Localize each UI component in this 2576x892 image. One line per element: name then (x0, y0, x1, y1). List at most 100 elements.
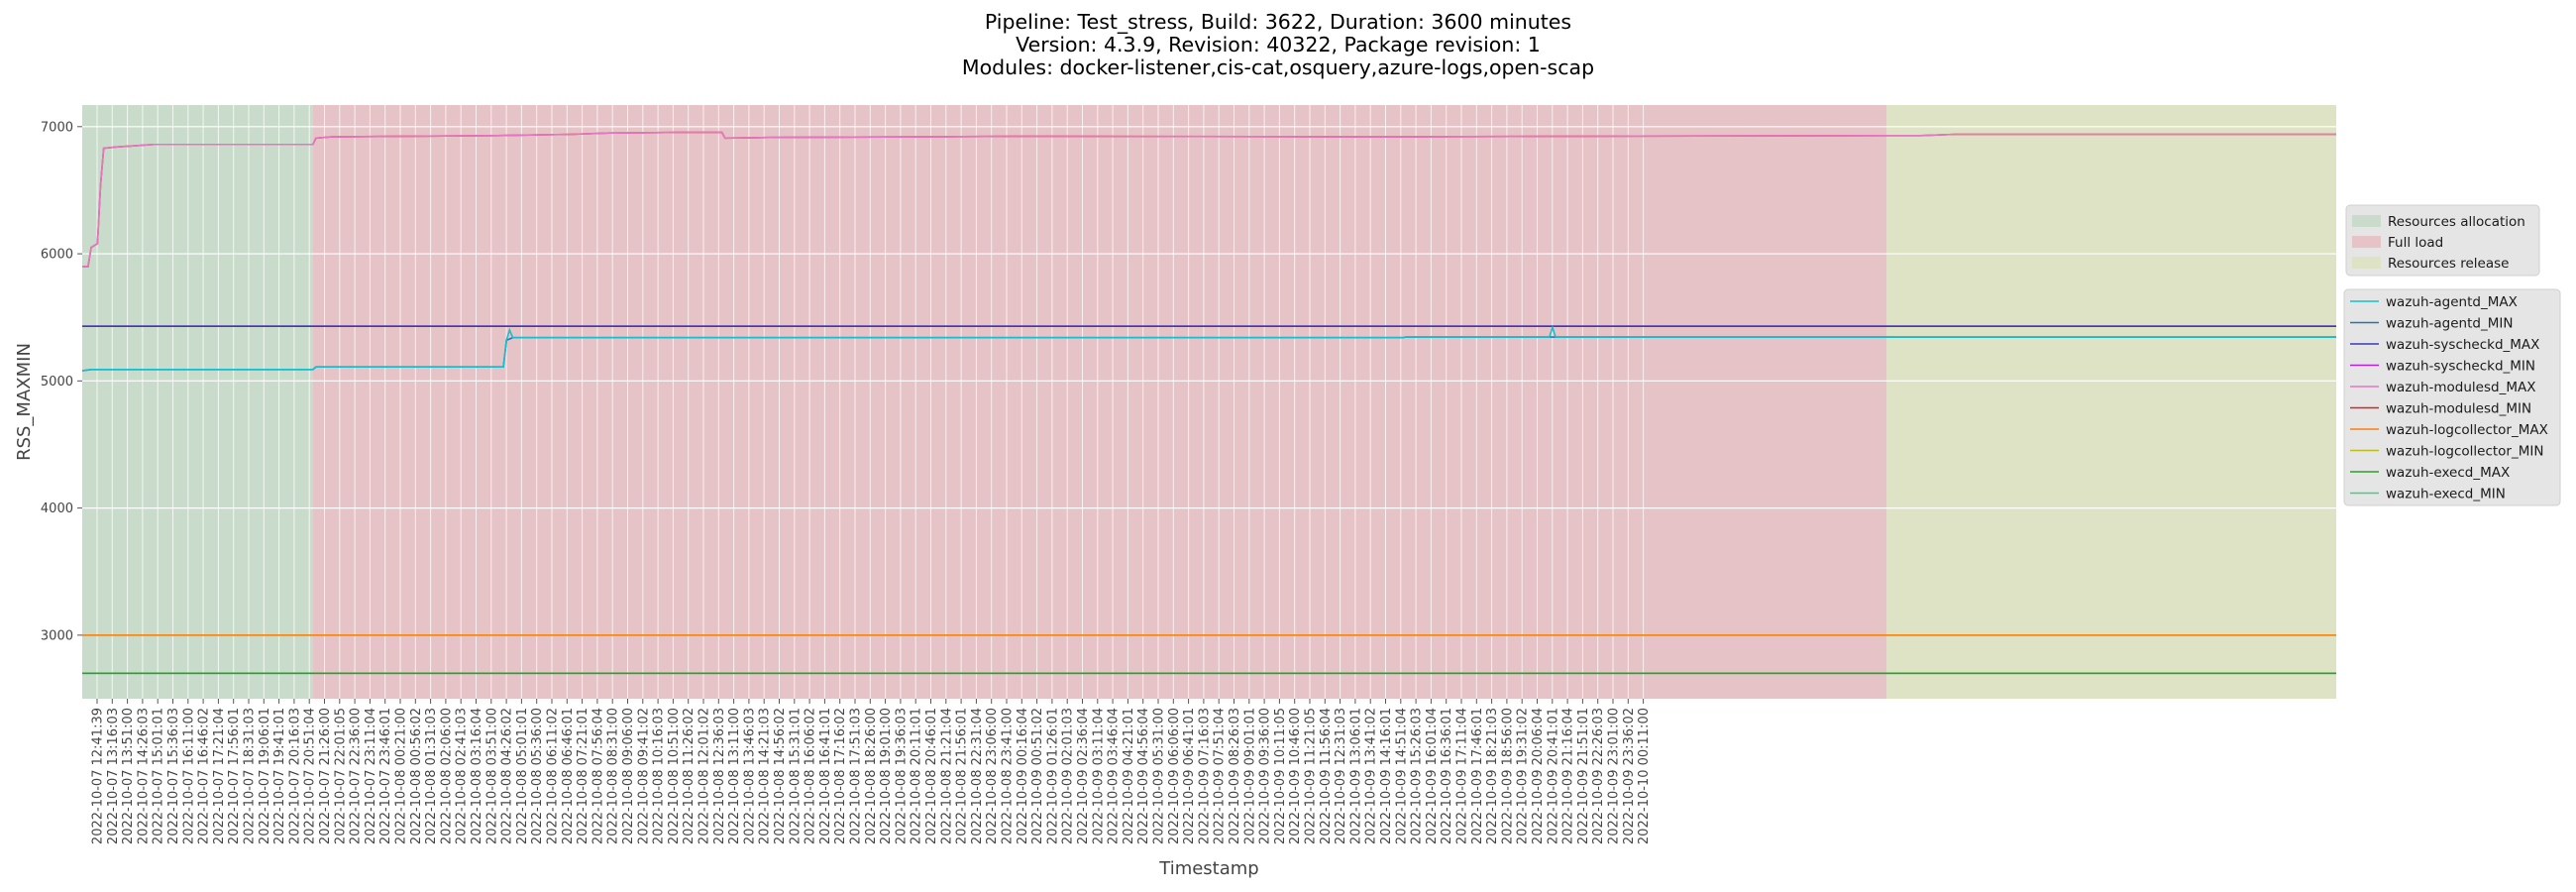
legend-series-box (2343, 288, 2561, 506)
x-tick-label: 2022-10-08 08:31:00 (606, 708, 621, 844)
legend-label: wazuh-logcollector_MIN (2386, 444, 2543, 460)
x-tick-label: 2022-10-08 03:51:00 (484, 708, 499, 844)
x-tick-label: 2022-10-07 19:06:01 (258, 708, 272, 844)
x-tick-label: 2022-10-08 21:21:04 (939, 708, 954, 844)
chart-title-line: Modules: docker-listener,cis-cat,osquery… (962, 56, 1594, 79)
x-tick-label: 2022-10-07 22:01:05 (333, 708, 348, 844)
x-tick-label: 2022-10-07 17:56:01 (227, 708, 242, 844)
x-tick-label: 2022-10-08 20:11:01 (910, 708, 924, 844)
x-tick-label: 2022-10-09 10:11:05 (1273, 708, 1288, 844)
x-tick-label: 2022-10-09 04:21:01 (1122, 708, 1136, 844)
legend-label: wazuh-modulesd_MIN (2386, 401, 2531, 417)
y-tick-label: 4000 (41, 502, 73, 516)
legend-label: wazuh-syscheckd_MIN (2386, 359, 2535, 375)
chart-title-line: Version: 4.3.9, Revision: 40322, Package… (1016, 33, 1541, 56)
x-tick-label: 2022-10-09 16:01:04 (1425, 708, 1440, 844)
x-tick-label: 2022-10-08 05:01:01 (515, 708, 530, 844)
y-tick-label: 3000 (41, 628, 73, 643)
x-tick-label: 2022-10-08 23:41:00 (1001, 708, 1016, 844)
x-tick-label: 2022-10-09 23:01:00 (1607, 708, 1622, 844)
y-axis-label: RSS_MAXMIN (14, 343, 35, 461)
legend-label: wazuh-syscheckd_MAX (2386, 337, 2539, 353)
x-tick-label: 2022-10-09 00:16:04 (1016, 708, 1030, 844)
x-tick-label: 2022-10-07 23:11:04 (364, 708, 378, 844)
x-tick-label: 2022-10-09 00:51:02 (1030, 708, 1045, 844)
legend-label: Resources allocation (2388, 214, 2525, 230)
x-tick-label: 2022-10-07 18:31:03 (243, 708, 258, 844)
x-tick-label: 2022-10-09 18:21:03 (1485, 708, 1500, 844)
x-tick-label: 2022-10-09 17:11:04 (1455, 708, 1470, 844)
x-tick-label: 2022-10-07 15:01:01 (152, 708, 166, 844)
x-tick-label: 2022-10-09 02:36:04 (1076, 708, 1091, 844)
legend-label: Resources release (2388, 256, 2509, 272)
legend-label: Full load (2388, 235, 2443, 251)
y-tick-label: 5000 (41, 375, 73, 390)
x-tick-label: 2022-10-09 13:41:02 (1364, 708, 1379, 844)
x-tick-label: 2022-10-07 12:41:39 (91, 708, 106, 844)
legend-label: wazuh-execd_MAX (2386, 465, 2510, 481)
phase-bands (82, 105, 2336, 699)
x-tick-label: 2022-10-07 22:36:00 (349, 708, 364, 844)
x-tick-label: 2022-10-07 23:46:01 (378, 708, 393, 844)
x-tick-label: 2022-10-09 03:11:04 (1091, 708, 1106, 844)
x-tick-label: 2022-10-09 11:21:05 (1304, 708, 1319, 844)
series-line-wazuh-modulesd_MAX (82, 131, 2336, 268)
x-tick-label: 2022-10-08 05:36:00 (530, 708, 545, 844)
x-tick-label: 2022-10-09 23:36:02 (1622, 708, 1637, 844)
x-tick-label: 2022-10-09 14:16:01 (1379, 708, 1394, 844)
x-tick-label: 2022-10-08 09:06:00 (621, 708, 636, 844)
x-tick-label: 2022-10-08 10:16:03 (652, 708, 667, 844)
x-tick-label: 2022-10-08 22:31:04 (970, 708, 985, 844)
legend-label: wazuh-agentd_MAX (2386, 294, 2518, 310)
legend-swatch (2352, 257, 2381, 269)
x-tick-label: 2022-10-09 20:41:01 (1546, 708, 1560, 844)
x-tick-label: 2022-10-09 08:26:03 (1228, 708, 1242, 844)
x-tick-label: 2022-10-07 17:21:04 (212, 708, 227, 844)
x-tick-label: 2022-10-07 14:26:03 (136, 708, 151, 844)
x-tick-label: 2022-10-08 16:41:01 (818, 708, 833, 844)
x-tick-label: 2022-10-09 13:06:01 (1348, 708, 1363, 844)
y-tick-label: 6000 (41, 248, 73, 263)
x-tick-label: 2022-10-08 06:11:02 (546, 708, 561, 844)
chart-title: Pipeline: Test_stress, Build: 3622, Dura… (962, 10, 1594, 79)
x-tick-label: 2022-10-08 02:41:03 (455, 708, 470, 844)
x-tick-label: 2022-10-08 11:26:02 (682, 708, 697, 844)
x-tick-label: 2022-10-08 02:06:00 (439, 708, 454, 844)
x-tick-label: 2022-10-08 01:31:03 (424, 708, 439, 844)
x-tick-label: 2022-10-09 19:31:02 (1516, 708, 1531, 844)
x-tick-label: 2022-10-08 06:46:01 (561, 708, 576, 844)
x-tick-label: 2022-10-08 07:21:01 (576, 708, 590, 844)
x-tick-label: 2022-10-08 09:41:02 (636, 708, 651, 844)
x-tick-label: 2022-10-08 19:36:03 (894, 708, 909, 844)
x-tick-label: 2022-10-09 22:26:03 (1591, 708, 1606, 844)
x-tick-label: 2022-10-09 01:26:01 (1045, 708, 1060, 844)
x-tick-label: 2022-10-08 07:56:04 (590, 708, 605, 844)
legend-swatch (2352, 215, 2381, 227)
x-tick-label: 2022-10-10 00:11:00 (1637, 708, 1652, 844)
x-tick-label: 2022-10-09 09:01:01 (1242, 708, 1257, 844)
x-tick-label: 2022-10-09 06:06:00 (1167, 708, 1182, 844)
x-tick-label: 2022-10-09 11:56:04 (1319, 708, 1334, 844)
x-tick-label: 2022-10-09 21:51:01 (1576, 708, 1591, 844)
x-tick-label: 2022-10-08 16:06:02 (804, 708, 818, 844)
phase-band (82, 105, 313, 699)
series-lines (81, 131, 2336, 675)
x-tick-label: 2022-10-09 03:46:04 (1107, 708, 1122, 844)
phase-band (1886, 105, 2336, 699)
x-tick-label: 2022-10-07 16:11:00 (181, 708, 196, 844)
x-tick-label: 2022-10-08 14:21:03 (758, 708, 773, 844)
x-tick-label: 2022-10-09 02:01:03 (1061, 708, 1076, 844)
legend-swatch (2352, 236, 2381, 248)
chart-title-line: Pipeline: Test_stress, Build: 3622, Dura… (985, 10, 1571, 35)
x-tick-label: 2022-10-08 13:46:03 (742, 708, 757, 844)
x-tick-label: 2022-10-09 15:26:03 (1410, 708, 1425, 844)
legend-series: wazuh-agentd_MAX wazuh-agentd_MIN wazuh-sy… (2343, 288, 2561, 506)
x-tick-label: 2022-10-09 10:46:00 (1288, 708, 1303, 844)
phase-band (312, 105, 1887, 699)
x-tick-label: 2022-10-08 17:51:03 (849, 708, 864, 844)
x-tick-label: 2022-10-08 18:26:00 (864, 708, 879, 844)
x-tick-label: 2022-10-09 09:36:00 (1258, 708, 1273, 844)
x-tick-label: 2022-10-09 14:51:04 (1394, 708, 1409, 844)
x-tick-label: 2022-10-08 13:11:00 (727, 708, 742, 844)
